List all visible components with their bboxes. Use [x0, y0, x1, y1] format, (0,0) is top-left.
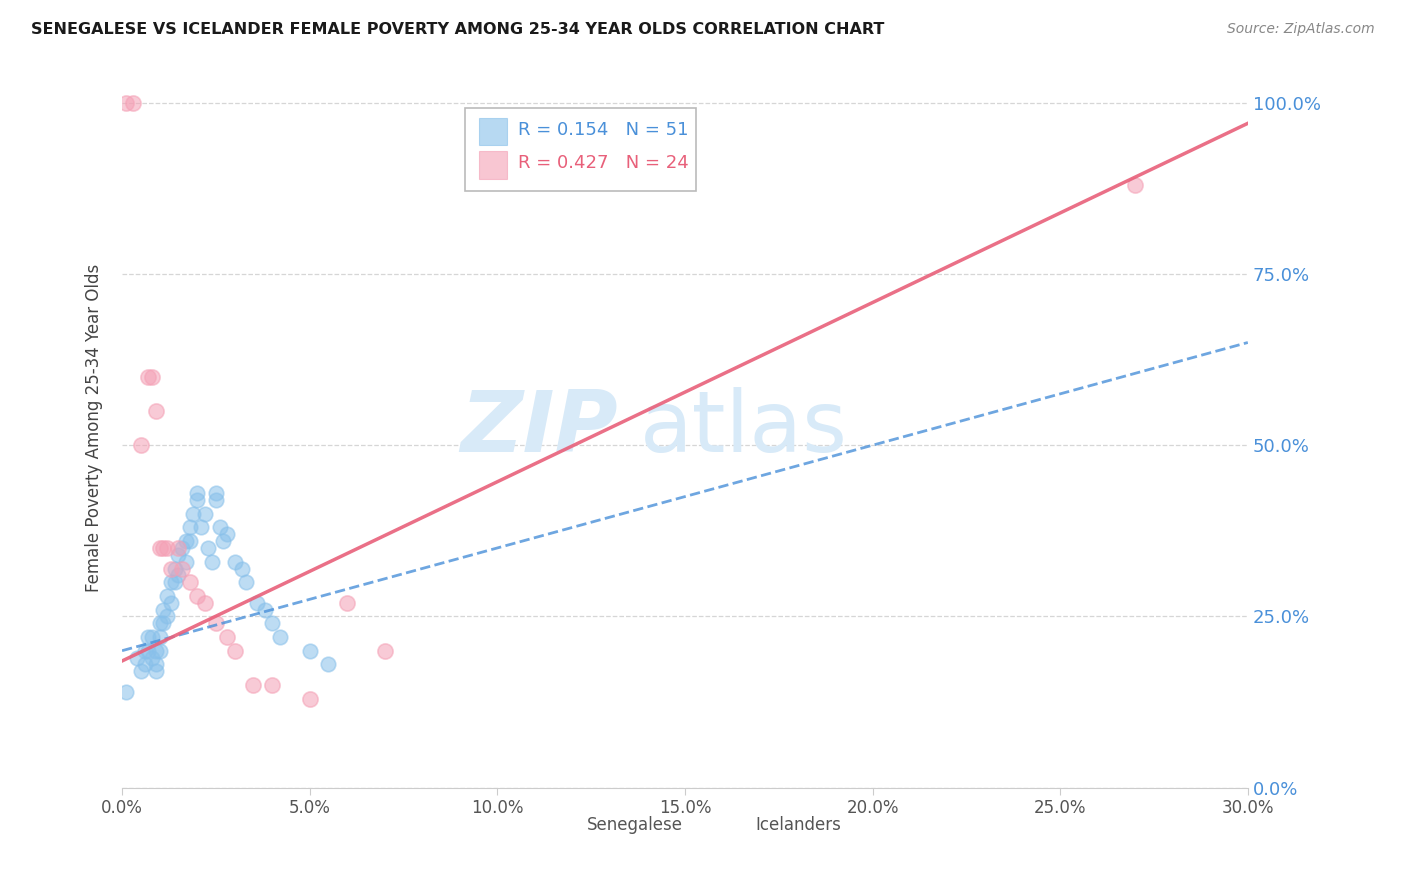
- Y-axis label: Female Poverty Among 25-34 Year Olds: Female Poverty Among 25-34 Year Olds: [86, 264, 103, 592]
- Point: [246, 596, 269, 610]
- Point: [114, 95, 136, 110]
- Point: [152, 616, 174, 631]
- Point: [163, 575, 186, 590]
- Point: [336, 596, 359, 610]
- Point: [318, 657, 340, 672]
- Point: [136, 630, 159, 644]
- Point: [190, 520, 212, 534]
- Point: [141, 630, 163, 644]
- Point: [156, 609, 179, 624]
- Point: [186, 493, 208, 508]
- Point: [145, 643, 167, 657]
- Point: [136, 369, 159, 384]
- Text: atlas: atlas: [640, 386, 848, 469]
- Point: [148, 541, 170, 555]
- Point: [134, 643, 156, 657]
- Point: [201, 555, 224, 569]
- Point: [167, 568, 190, 582]
- FancyBboxPatch shape: [465, 108, 696, 191]
- Point: [194, 596, 217, 610]
- Point: [114, 685, 136, 699]
- Point: [156, 541, 179, 555]
- Point: [194, 507, 217, 521]
- Text: Icelanders: Icelanders: [756, 816, 842, 834]
- FancyBboxPatch shape: [724, 814, 749, 834]
- Point: [262, 678, 284, 692]
- Point: [179, 575, 201, 590]
- Point: [148, 616, 170, 631]
- FancyBboxPatch shape: [479, 118, 508, 145]
- Point: [374, 643, 396, 657]
- Point: [160, 561, 183, 575]
- Point: [160, 596, 183, 610]
- Point: [298, 643, 321, 657]
- Text: R = 0.154   N = 51: R = 0.154 N = 51: [519, 121, 689, 139]
- FancyBboxPatch shape: [479, 152, 508, 178]
- Point: [205, 486, 228, 500]
- Point: [217, 527, 239, 541]
- Point: [172, 541, 194, 555]
- Point: [1123, 178, 1146, 192]
- Point: [186, 486, 208, 500]
- Point: [197, 541, 219, 555]
- Point: [217, 630, 239, 644]
- Point: [152, 602, 174, 616]
- Point: [174, 555, 197, 569]
- Point: [141, 369, 163, 384]
- Text: SENEGALESE VS ICELANDER FEMALE POVERTY AMONG 25-34 YEAR OLDS CORRELATION CHART: SENEGALESE VS ICELANDER FEMALE POVERTY A…: [31, 22, 884, 37]
- Point: [136, 643, 159, 657]
- Point: [167, 548, 190, 562]
- Point: [145, 404, 167, 418]
- Point: [179, 520, 201, 534]
- Point: [186, 589, 208, 603]
- Point: [156, 589, 179, 603]
- Point: [224, 555, 246, 569]
- Point: [212, 534, 235, 549]
- Point: [205, 493, 228, 508]
- Point: [253, 602, 276, 616]
- Point: [208, 520, 231, 534]
- Point: [129, 438, 152, 452]
- Point: [231, 561, 253, 575]
- Point: [134, 657, 156, 672]
- Point: [163, 561, 186, 575]
- Point: [224, 643, 246, 657]
- Point: [174, 534, 197, 549]
- Point: [141, 650, 163, 665]
- Point: [129, 665, 152, 679]
- Point: [183, 507, 205, 521]
- Point: [167, 541, 190, 555]
- Point: [262, 616, 284, 631]
- Point: [242, 678, 264, 692]
- FancyBboxPatch shape: [555, 814, 581, 834]
- Text: R = 0.427   N = 24: R = 0.427 N = 24: [519, 154, 689, 172]
- Point: [148, 630, 170, 644]
- Point: [172, 561, 194, 575]
- Point: [160, 575, 183, 590]
- Point: [269, 630, 291, 644]
- Point: [145, 665, 167, 679]
- Point: [235, 575, 257, 590]
- Point: [148, 643, 170, 657]
- Point: [122, 95, 145, 110]
- Point: [125, 650, 148, 665]
- Point: [298, 691, 321, 706]
- Text: Source: ZipAtlas.com: Source: ZipAtlas.com: [1227, 22, 1375, 37]
- Point: [179, 534, 201, 549]
- Point: [205, 616, 228, 631]
- Text: ZIP: ZIP: [460, 386, 617, 469]
- Point: [145, 657, 167, 672]
- Point: [152, 541, 174, 555]
- Text: Senegalese: Senegalese: [586, 816, 683, 834]
